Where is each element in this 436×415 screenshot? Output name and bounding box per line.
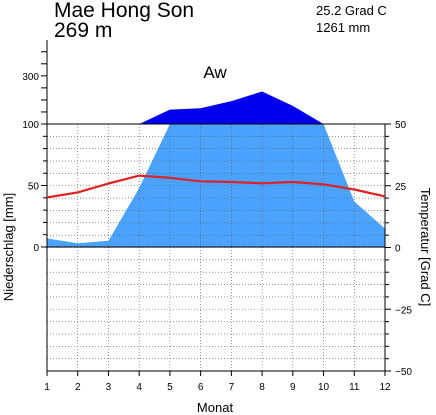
annual-precipitation: 1261 mm	[316, 20, 371, 35]
x-tick-label: 1	[44, 382, 50, 393]
right-tick-label: 0	[395, 244, 401, 255]
x-tick-label: 8	[259, 382, 265, 393]
x-tick-label: 10	[318, 382, 330, 393]
right-axis-title: Temperatur [Grad C]	[418, 188, 433, 307]
left-tick-label: 50	[28, 182, 40, 193]
temperature-line-group	[46, 174, 386, 199]
climate-class-label: Aw	[203, 63, 227, 82]
precipitation-area-upper	[47, 91, 385, 124]
left-axis-title: Niederschlag [mm]	[1, 193, 16, 301]
right-tick-label: 50	[395, 120, 407, 131]
x-tick-label: 5	[167, 382, 173, 393]
x-tick-label: 9	[290, 382, 296, 393]
x-tick-label: 2	[75, 382, 81, 393]
station-name: Mae Hong Son	[54, 0, 195, 22]
right-tick-label: −25	[395, 305, 412, 316]
x-axis-title: Monat	[197, 400, 234, 415]
x-tick-label: 3	[106, 382, 112, 393]
x-tick-label: 6	[198, 382, 204, 393]
x-tick-label: 12	[379, 382, 391, 393]
average-temperature: 25.2 Grad C	[316, 3, 387, 18]
left-tick-label: 300	[22, 72, 39, 83]
station-elevation: 269 m	[54, 19, 113, 42]
right-tick-label: −50	[395, 367, 412, 378]
left-tick-label: 100	[22, 120, 39, 131]
left-tick-label: 0	[33, 243, 39, 254]
right-tick-label: 25	[395, 182, 407, 193]
x-tick-label: 11	[349, 382, 360, 393]
x-tick-label: 7	[229, 382, 235, 393]
axis-labels: Aw Monat Niederschlag [mm] Temperatur [G…	[1, 63, 433, 415]
temperature-line	[46, 174, 386, 199]
x-tick-label: 4	[136, 382, 142, 393]
